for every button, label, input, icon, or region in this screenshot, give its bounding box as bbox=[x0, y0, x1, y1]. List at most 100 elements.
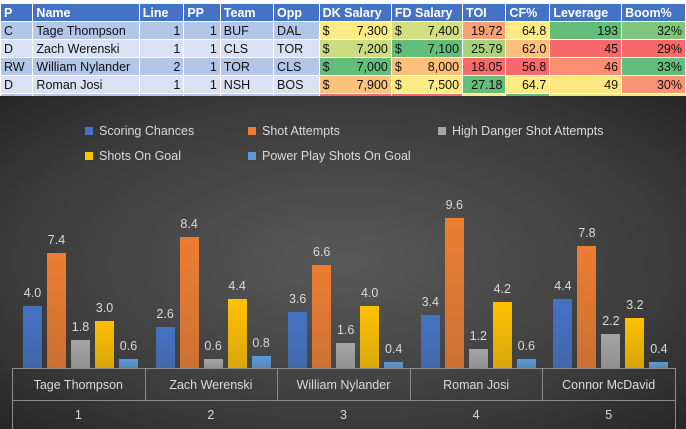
table-row: D Zach Werenski 1 1 CLS TOR $7,200 $7,100 2… bbox=[0, 39, 686, 58]
team-cell[interactable]: BUF bbox=[219, 21, 275, 40]
opp-cell[interactable]: CLS bbox=[273, 57, 320, 76]
lev-cell[interactable]: 49 bbox=[549, 75, 623, 94]
cf-cell[interactable]: 64.8 bbox=[505, 21, 551, 40]
bar[interactable] bbox=[649, 361, 669, 368]
opp-cell[interactable]: DAL bbox=[273, 21, 320, 40]
fd-cell[interactable]: $8,000 bbox=[390, 57, 464, 76]
position-cell[interactable]: C bbox=[0, 21, 34, 40]
bar[interactable] bbox=[251, 355, 271, 368]
name-cell[interactable]: William Nylander bbox=[32, 57, 140, 76]
fd-cell[interactable]: $7,400 bbox=[390, 21, 464, 40]
bar[interactable] bbox=[336, 343, 356, 368]
bar[interactable] bbox=[360, 305, 380, 368]
team-cell[interactable]: TOR bbox=[219, 57, 275, 76]
boom-cell[interactable]: 32% bbox=[621, 21, 686, 40]
boom-cell[interactable]: 29% bbox=[621, 39, 686, 58]
line-cell[interactable]: 1 bbox=[138, 21, 185, 40]
dk-cell[interactable]: $7,900 bbox=[318, 75, 392, 94]
pp-cell[interactable]: 1 bbox=[183, 39, 221, 58]
currency-symbol: $ bbox=[322, 77, 330, 92]
category-label: Tage Thompson bbox=[33, 378, 123, 392]
bar[interactable] bbox=[625, 318, 645, 368]
pp-cell[interactable]: 1 bbox=[183, 21, 221, 40]
legend-label: Scoring Chances bbox=[99, 124, 195, 138]
data-label: 7.4 bbox=[47, 232, 66, 247]
legend-item[interactable]: High Danger Shot Attempts bbox=[438, 124, 603, 138]
bar[interactable] bbox=[203, 358, 223, 368]
toi-cell[interactable]: 27.18 bbox=[462, 75, 507, 94]
boom-cell[interactable]: 33% bbox=[621, 57, 686, 76]
column-header[interactable]: Opp bbox=[273, 3, 320, 22]
bar[interactable] bbox=[444, 218, 464, 368]
name-cell[interactable]: Roman Josi bbox=[32, 75, 140, 94]
bar[interactable] bbox=[577, 246, 597, 368]
bar[interactable] bbox=[516, 358, 536, 368]
lev-cell[interactable]: 193 bbox=[549, 21, 623, 40]
pp-cell[interactable]: 1 bbox=[183, 57, 221, 76]
bar[interactable] bbox=[47, 252, 66, 368]
fd-cell[interactable]: $7,500 bbox=[390, 75, 464, 94]
column-header[interactable]: Line bbox=[138, 3, 185, 22]
bar[interactable] bbox=[23, 305, 42, 368]
column-header[interactable]: Team bbox=[219, 3, 275, 22]
column-header[interactable]: Name bbox=[32, 3, 140, 22]
cf-cell[interactable]: 56.8 bbox=[505, 57, 551, 76]
name-cell[interactable]: Zach Werenski bbox=[32, 39, 140, 58]
position-cell[interactable]: D bbox=[0, 75, 34, 94]
bar[interactable] bbox=[468, 349, 488, 368]
bar[interactable] bbox=[227, 299, 247, 368]
dk-cell[interactable]: $7,200 bbox=[318, 39, 392, 58]
toi-cell[interactable]: 25.79 bbox=[462, 39, 507, 58]
position-cell[interactable]: D bbox=[0, 39, 34, 58]
bar[interactable] bbox=[601, 333, 621, 368]
bar[interactable] bbox=[384, 361, 404, 368]
dk-value: 7,300 bbox=[356, 23, 388, 38]
legend-label: Power Play Shots On Goal bbox=[262, 149, 411, 163]
table-header-row: P Name Line PP Team Opp DK Salary FD Salary TOI C… bbox=[0, 3, 686, 22]
cf-cell[interactable]: 62.0 bbox=[505, 39, 551, 58]
team-cell[interactable]: NSH bbox=[219, 75, 275, 94]
bar[interactable] bbox=[155, 327, 175, 368]
legend-label: Shots On Goal bbox=[99, 149, 181, 163]
column-header[interactable]: DK Salary bbox=[318, 3, 392, 22]
column-header[interactable]: PP bbox=[183, 3, 221, 22]
dk-cell[interactable]: $7,300 bbox=[318, 21, 392, 40]
legend-item[interactable]: Scoring Chances bbox=[85, 124, 194, 138]
bar[interactable] bbox=[179, 236, 199, 368]
bar[interactable] bbox=[553, 299, 573, 368]
cf-cell[interactable]: 64.7 bbox=[505, 75, 551, 94]
dk-cell[interactable]: $7,000 bbox=[318, 57, 392, 76]
toi-cell[interactable]: 19.72 bbox=[462, 21, 507, 40]
column-header[interactable]: FD Salary bbox=[390, 3, 464, 22]
column-header[interactable]: TOI bbox=[462, 3, 507, 22]
position-cell[interactable]: RW bbox=[0, 57, 34, 76]
line-cell[interactable]: 1 bbox=[138, 39, 185, 58]
legend-item[interactable]: Power Play Shots On Goal bbox=[248, 149, 411, 163]
boom-cell[interactable]: 30% bbox=[621, 75, 686, 94]
column-header[interactable]: Leverage bbox=[549, 3, 623, 22]
lev-cell[interactable]: 45 bbox=[549, 39, 623, 58]
bar[interactable] bbox=[288, 311, 308, 368]
toi-cell[interactable]: 18.05 bbox=[462, 57, 507, 76]
legend-item[interactable]: Shot Attempts bbox=[248, 124, 340, 138]
line-cell[interactable]: 2 bbox=[138, 57, 185, 76]
bar[interactable] bbox=[420, 314, 440, 368]
column-header[interactable]: P bbox=[0, 3, 34, 22]
team-cell[interactable]: CLS bbox=[219, 39, 275, 58]
fd-cell[interactable]: $7,100 bbox=[390, 39, 464, 58]
bar[interactable] bbox=[312, 265, 332, 368]
bar[interactable] bbox=[492, 302, 512, 368]
opp-cell[interactable]: TOR bbox=[273, 39, 320, 58]
axis-line bbox=[409, 368, 411, 400]
column-header[interactable]: Boom% bbox=[621, 3, 686, 22]
pp-cell[interactable]: 1 bbox=[183, 75, 221, 94]
name-cell[interactable]: Tage Thompson bbox=[32, 21, 140, 40]
legend-item[interactable]: Shots On Goal bbox=[85, 149, 181, 163]
opp-cell[interactable]: BOS bbox=[273, 75, 320, 94]
bar[interactable] bbox=[95, 321, 114, 368]
column-header[interactable]: CF% bbox=[505, 3, 551, 22]
lev-cell[interactable]: 46 bbox=[549, 57, 623, 76]
bar[interactable] bbox=[119, 358, 138, 368]
bar[interactable] bbox=[71, 339, 90, 368]
line-cell[interactable]: 1 bbox=[138, 75, 185, 94]
